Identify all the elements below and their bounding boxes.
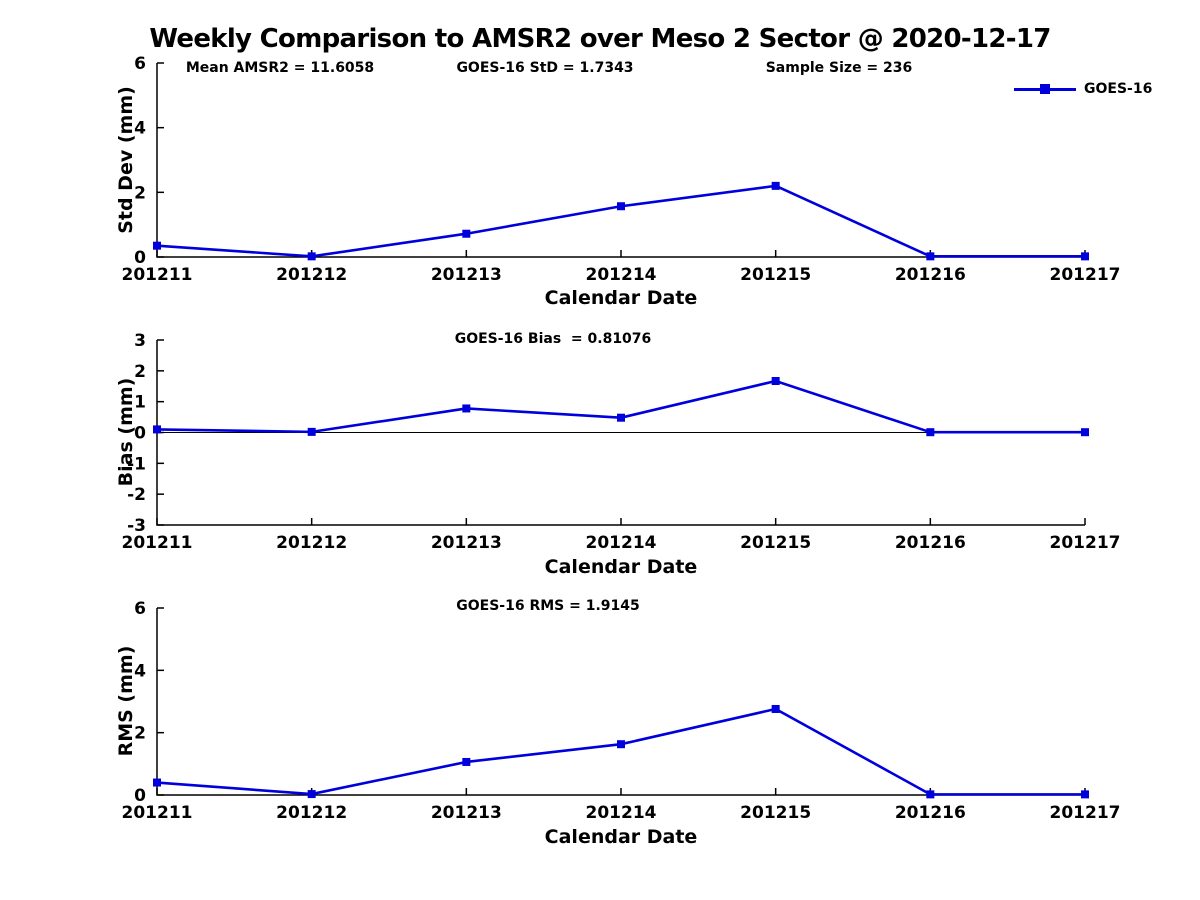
- x-tick-label: 201211: [122, 533, 193, 553]
- data-point-marker: [771, 704, 780, 713]
- axis-line: [156, 608, 1085, 796]
- y-tick-label: -2: [127, 485, 146, 505]
- data-point-marker: [153, 778, 161, 787]
- x-tick-label: 201216: [895, 265, 966, 285]
- stat-goes16-rms: GOES-16 RMS = 1.9145: [456, 598, 640, 614]
- x-tick-label: 201215: [740, 265, 811, 285]
- data-point-marker: [926, 428, 935, 437]
- y-tick-label: 0: [134, 424, 146, 444]
- data-point-marker: [771, 377, 780, 386]
- legend-line: [1014, 84, 1076, 94]
- page-title: Weekly Comparison to AMSR2 over Meso 2 S…: [149, 24, 1051, 54]
- data-point-marker: [462, 229, 471, 238]
- y-tick-label: 4: [134, 661, 146, 681]
- y-axis-label-rms: RMS (mm): [115, 645, 137, 757]
- data-point-marker: [307, 252, 316, 261]
- x-tick-label: 201217: [1050, 803, 1121, 823]
- x-axis-label-middle: Calendar Date: [544, 556, 698, 578]
- data-point-marker: [771, 181, 780, 190]
- data-point-marker: [617, 740, 625, 749]
- axis-line: [156, 63, 1085, 258]
- x-axis-label-bottom: Calendar Date: [544, 826, 698, 848]
- x-tick-label: 201215: [740, 803, 811, 823]
- y-tick-label: 6: [134, 599, 146, 619]
- x-tick-label: 201213: [431, 533, 502, 553]
- y-tick-label: -3: [127, 516, 146, 536]
- y-tick-label: -1: [127, 454, 146, 474]
- stat-sample-size: Sample Size = 236: [765, 60, 913, 76]
- data-point-marker: [462, 404, 471, 413]
- x-tick-label: 201214: [586, 265, 657, 285]
- y-tick-label: 3: [134, 331, 146, 351]
- legend-square-marker-icon: [1040, 84, 1050, 94]
- y-tick-label: 0: [134, 248, 146, 268]
- x-tick-label: 201212: [276, 803, 347, 823]
- data-point-marker: [926, 252, 935, 261]
- data-point-marker: [617, 413, 625, 422]
- x-tick-label: 201213: [431, 803, 502, 823]
- data-series-line: [156, 379, 1085, 434]
- legend-label: GOES-16: [1084, 81, 1153, 97]
- stat-goes16-bias: GOES-16 Bias = 0.81076: [454, 331, 652, 347]
- data-point-marker: [1081, 428, 1089, 437]
- y-tick-label: 1: [134, 393, 146, 413]
- data-point-marker: [1081, 790, 1089, 799]
- y-tick-label: 0: [134, 786, 146, 806]
- x-axis-label-top: Calendar Date: [544, 287, 698, 309]
- y-tick-label: 6: [134, 54, 146, 74]
- y-axis-label-bias: Bias (mm): [115, 377, 137, 487]
- data-point-marker: [153, 241, 161, 250]
- y-tick-label: 2: [134, 362, 146, 382]
- x-tick-label: 201211: [122, 803, 193, 823]
- data-point-marker: [926, 790, 935, 799]
- y-axis-label-stddev: Std Dev (mm): [115, 86, 137, 234]
- y-tick-label: 2: [134, 724, 146, 744]
- data-point-marker: [307, 427, 316, 436]
- x-tick-label: 201216: [895, 533, 966, 553]
- data-series-line: [156, 184, 1085, 258]
- x-tick-label: 201217: [1050, 265, 1121, 285]
- x-tick-label: 201213: [431, 265, 502, 285]
- x-tick-label: 201212: [276, 533, 347, 553]
- data-point-marker: [153, 425, 161, 434]
- y-tick-label: 2: [134, 183, 146, 203]
- legend: GOES-16: [1014, 80, 1152, 98]
- data-point-marker: [617, 202, 625, 211]
- x-tick-label: 201217: [1050, 533, 1121, 553]
- x-tick-label: 201212: [276, 265, 347, 285]
- data-point-marker: [462, 757, 471, 766]
- x-tick-label: 201214: [586, 533, 657, 553]
- x-tick-label: 201214: [586, 803, 657, 823]
- stat-goes16-std: GOES-16 StD = 1.7343: [456, 60, 634, 76]
- stat-mean-amsr2: Mean AMSR2 = 11.6058: [185, 60, 375, 76]
- x-tick-label: 201216: [895, 803, 966, 823]
- x-tick-label: 201215: [740, 533, 811, 553]
- data-point-marker: [307, 790, 316, 799]
- x-tick-label: 201211: [122, 265, 193, 285]
- data-point-marker: [1081, 252, 1089, 261]
- data-series-line: [156, 707, 1085, 796]
- y-tick-label: 4: [134, 119, 146, 139]
